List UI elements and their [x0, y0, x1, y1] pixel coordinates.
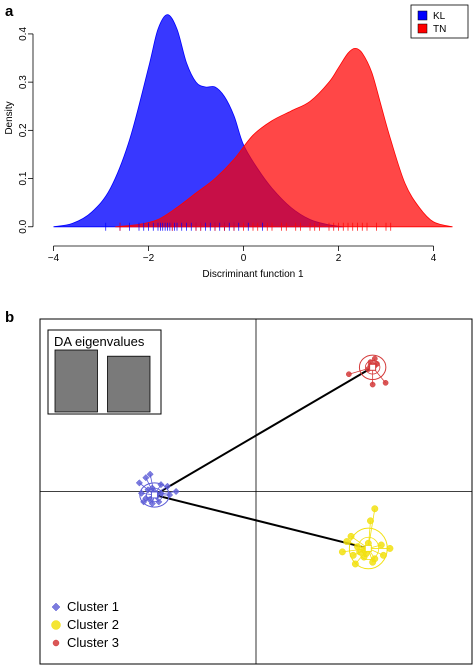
eigenvalues-inset: DA eigenvalues — [47, 329, 162, 415]
density-legend: KL TN — [410, 4, 469, 39]
cluster-centroid — [364, 544, 372, 552]
y-tick-label: 0.4 — [18, 27, 29, 41]
cluster-point — [140, 498, 148, 506]
cluster-point — [142, 474, 150, 482]
legend-label-cluster-1: Cluster 1 — [67, 599, 119, 614]
density-plot: −4 −2 0 2 4 0.0 0.1 0.2 0.3 0.4 Discriminant func… — [4, 4, 469, 280]
clusters — [135, 354, 394, 570]
eigenvalue-bar — [54, 349, 98, 413]
cluster-point — [148, 484, 156, 492]
cluster-point — [347, 532, 355, 540]
x-axis-title: Discriminant function 1 — [202, 269, 304, 280]
cluster-point — [386, 544, 394, 552]
cluster-point — [135, 479, 143, 487]
panel-b-letter: b — [5, 309, 14, 326]
y-tick-label: 0.0 — [18, 219, 29, 233]
density-areas — [53, 14, 453, 228]
cluster-point — [172, 487, 180, 496]
y-tick-label: 0.2 — [18, 123, 29, 137]
cluster-point — [137, 489, 146, 497]
cluster-point — [157, 481, 165, 489]
cluster-point — [346, 371, 352, 378]
legend-swatch-kl — [417, 10, 428, 21]
rug-marks — [105, 222, 392, 231]
cluster-point — [367, 517, 374, 525]
cluster-point — [349, 551, 357, 559]
cluster-1 — [135, 470, 180, 508]
legend-label-tn: TN — [433, 24, 446, 35]
cluster-point — [369, 558, 377, 566]
y-axis-title: Density — [4, 101, 15, 134]
cluster-point — [377, 541, 385, 549]
cluster-legend: Cluster 1 Cluster 2 Cluster 3 — [51, 599, 119, 650]
cluster-point — [371, 505, 379, 513]
inset-title: DA eigenvalues — [54, 334, 145, 349]
cluster-point — [155, 498, 163, 506]
mst-edge — [153, 366, 374, 496]
eigenvalue-bar — [107, 355, 151, 413]
legend-swatch-tn — [417, 23, 428, 34]
y-tick-label: 0.3 — [18, 75, 29, 89]
y-tick-label: 0.1 — [18, 171, 29, 185]
density-area-tn — [115, 47, 453, 228]
cluster-centroid — [369, 363, 377, 371]
cluster-point — [146, 470, 154, 478]
cluster-point — [382, 379, 389, 386]
cluster-point — [146, 496, 154, 504]
mst-edge — [154, 493, 369, 550]
cluster-point — [157, 489, 165, 497]
cluster-point — [379, 551, 387, 559]
cluster-point — [356, 548, 364, 556]
x-tick-label: −4 — [48, 253, 60, 264]
legend-marker-cluster-2 — [51, 620, 61, 630]
x-tick-label: 2 — [336, 253, 342, 264]
cluster-3 — [346, 354, 389, 388]
cluster-point — [351, 560, 359, 568]
scatter-grid — [40, 319, 472, 664]
x-tick-label: −2 — [143, 253, 155, 264]
cluster-centroid — [150, 491, 158, 499]
density-axes: −4 −2 0 2 4 0.0 0.1 0.2 0.3 0.4 — [18, 27, 437, 264]
legend-marker-cluster-1 — [51, 602, 61, 612]
x-tick-label: 4 — [431, 253, 437, 264]
x-tick-label: 0 — [241, 253, 247, 264]
cluster-point — [369, 381, 376, 388]
cluster-2 — [338, 505, 394, 570]
cluster-point — [166, 491, 174, 499]
cluster-point — [371, 355, 378, 362]
cluster-point — [163, 482, 171, 490]
minimum-spanning-tree — [153, 366, 374, 550]
legend-label-cluster-3: Cluster 3 — [67, 635, 119, 650]
cluster-point — [338, 548, 346, 556]
legend-marker-cluster-3 — [52, 639, 60, 647]
legend-label-kl: KL — [433, 11, 446, 22]
cluster-point — [343, 538, 351, 545]
legend-label-cluster-2: Cluster 2 — [67, 617, 119, 632]
panel-a-letter: a — [5, 3, 14, 20]
